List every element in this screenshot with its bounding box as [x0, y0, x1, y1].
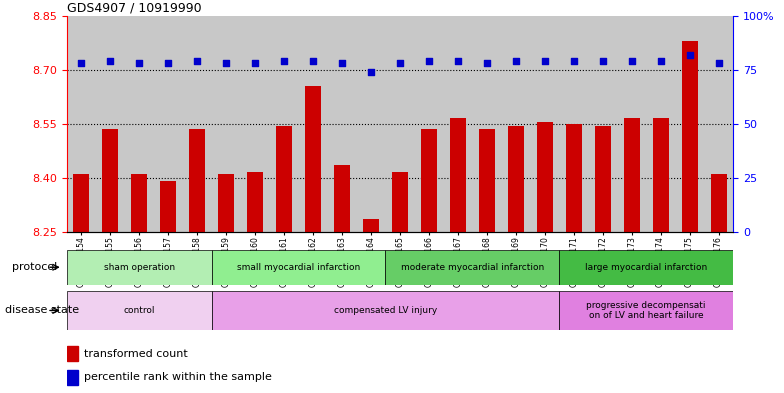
Bar [566, 124, 582, 232]
Bar [421, 129, 437, 232]
Point [597, 58, 609, 64]
Point [74, 60, 87, 66]
Bar [646, 16, 675, 232]
Bar [675, 16, 704, 232]
Text: compensated LV injury: compensated LV injury [334, 306, 437, 315]
Point [307, 58, 319, 64]
Point [336, 60, 348, 66]
Text: disease state: disease state [5, 305, 80, 316]
Bar [247, 173, 263, 232]
Bar [218, 174, 234, 232]
Bar [334, 165, 350, 232]
Bar [67, 250, 212, 285]
Text: moderate myocardial infarction: moderate myocardial infarction [401, 263, 544, 272]
Bar [299, 16, 328, 232]
Point [684, 51, 696, 58]
Bar [73, 174, 89, 232]
Bar [559, 291, 733, 330]
Bar [276, 126, 292, 232]
Bar [212, 250, 386, 285]
Text: GDS4907 / 10919990: GDS4907 / 10919990 [67, 2, 201, 15]
Bar [67, 369, 78, 385]
Bar [67, 16, 96, 232]
Point [394, 60, 406, 66]
Bar [617, 16, 646, 232]
Point [510, 58, 522, 64]
Bar [450, 118, 466, 232]
Text: protocol: protocol [12, 262, 57, 272]
Bar [189, 129, 205, 232]
Bar [386, 250, 559, 285]
Text: percentile rank within the sample: percentile rank within the sample [85, 372, 272, 382]
Point [365, 69, 377, 75]
Bar [443, 16, 472, 232]
Bar [160, 182, 176, 232]
Bar [183, 16, 212, 232]
Point [423, 58, 435, 64]
Bar [270, 16, 299, 232]
Bar [508, 126, 524, 232]
Bar [588, 16, 617, 232]
Bar [414, 16, 443, 232]
Text: sham operation: sham operation [103, 263, 175, 272]
Bar [530, 16, 559, 232]
Point [481, 60, 493, 66]
Bar [595, 126, 611, 232]
Bar [125, 16, 154, 232]
Bar [67, 346, 78, 362]
Bar [96, 16, 125, 232]
Point [713, 60, 725, 66]
Bar [623, 118, 640, 232]
Bar [710, 174, 727, 232]
Bar [305, 86, 321, 232]
Bar [559, 16, 588, 232]
Point [132, 60, 145, 66]
Bar [212, 16, 241, 232]
Text: progressive decompensati
on of LV and heart failure: progressive decompensati on of LV and he… [586, 301, 706, 320]
Point [539, 58, 551, 64]
Point [220, 60, 232, 66]
Bar [212, 291, 559, 330]
Text: small myocardial infarction: small myocardial infarction [237, 263, 360, 272]
Bar [131, 174, 147, 232]
Bar [386, 16, 414, 232]
Bar [501, 16, 530, 232]
Point [278, 58, 290, 64]
Text: control: control [123, 306, 154, 315]
Text: transformed count: transformed count [85, 349, 188, 359]
Bar [102, 129, 118, 232]
Bar [537, 122, 553, 232]
Point [103, 58, 116, 64]
Bar [328, 16, 357, 232]
Bar [154, 16, 183, 232]
Bar [472, 16, 501, 232]
Point [191, 58, 203, 64]
Bar [67, 291, 212, 330]
Point [452, 58, 464, 64]
Point [568, 58, 580, 64]
Bar [704, 16, 733, 232]
Bar [241, 16, 270, 232]
Point [626, 58, 638, 64]
Point [655, 58, 667, 64]
Text: large myocardial infarction: large myocardial infarction [585, 263, 707, 272]
Bar [652, 118, 669, 232]
Bar [479, 129, 495, 232]
Point [249, 60, 261, 66]
Point [162, 60, 174, 66]
Bar [392, 173, 408, 232]
Bar [363, 219, 379, 232]
Bar [559, 250, 733, 285]
Bar [357, 16, 386, 232]
Bar [681, 41, 698, 232]
